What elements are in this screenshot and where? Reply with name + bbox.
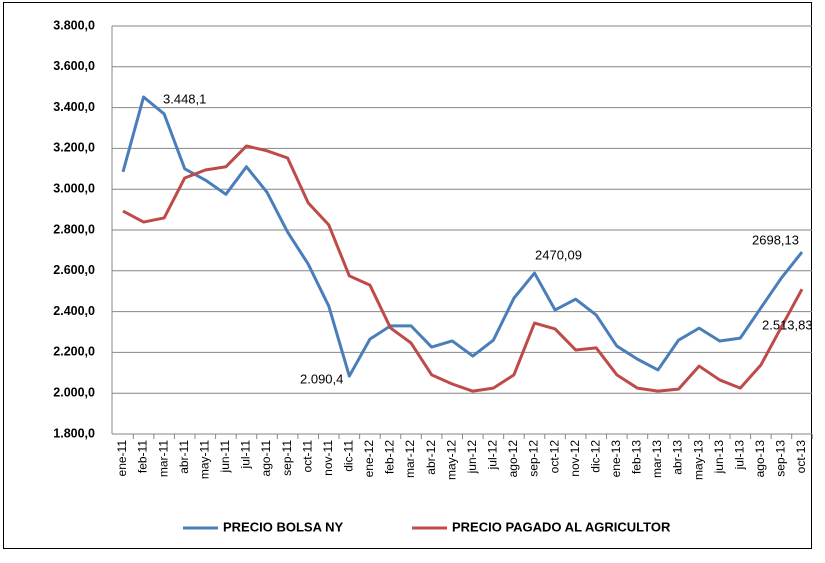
x-tick-label: nov-12 [568,440,582,477]
x-tick-label: may-13 [691,440,705,480]
x-tick-label: feb-11 [136,440,150,473]
y-tick-label: 2.800,0 [53,222,95,236]
series-line [122,144,804,393]
y-tick-label: 2.000,0 [53,385,95,399]
annotation: 3.448,1 [163,91,206,106]
annotation: 2.513,83 [762,317,813,332]
y-tick-label: 2.600,0 [53,263,95,277]
x-tick-label: abr-12 [424,440,438,475]
x-tick-label: ene-11 [115,440,129,477]
x-tick-label: jul-13 [732,440,746,471]
x-tick-label: abr-13 [671,440,685,475]
x-tick-label: ene-13 [609,440,623,478]
legend-label: PRECIO BOLSA NY [223,519,343,534]
x-tick-label: mar-13 [650,440,664,478]
y-tick-label: 3.000,0 [53,181,95,195]
x-tick-label: jun-12 [465,440,479,475]
x-tick-label: jul-12 [486,440,500,471]
x-tick-label: oct-13 [794,440,808,474]
x-tick-label: ago-13 [753,440,767,478]
x-tick-label: ago-11 [259,440,273,477]
y-tick-label: 2.400,0 [53,304,95,318]
x-tick-label: sep-11 [280,440,294,476]
x-tick-label: nov-11 [321,440,335,476]
y-tick-label: 3.400,0 [53,100,95,114]
x-tick-label: ago-12 [506,440,520,478]
series-line [121,95,804,378]
annotation: 2698,13 [752,232,799,247]
legend-label: PRECIO PAGADO AL AGRICULTOR [452,519,671,534]
x-tick-label: feb-12 [383,440,397,474]
x-tick-label: dic-12 [588,440,602,473]
x-tick-label: abr-11 [177,440,191,474]
x-tick-label: may-12 [444,440,458,480]
x-tick-label: jul-11 [239,440,253,470]
annotation: 2.090,4 [300,371,343,386]
x-tick-label: sep-13 [774,440,788,477]
annotation: 2470,09 [535,247,582,262]
x-tick-label: jun-13 [712,440,726,475]
x-tick-label: may-11 [197,440,211,479]
y-tick-label: 3.800,0 [53,18,95,32]
x-tick-label: feb-13 [630,440,644,474]
x-tick-label: mar-12 [403,440,417,478]
x-tick-label: mar-11 [156,440,170,477]
y-tick-label: 2.200,0 [53,345,95,359]
chart-frame [3,2,812,549]
x-tick-label: sep-12 [527,440,541,477]
y-tick-label: 1.800,0 [53,426,95,440]
x-tick-label: ene-12 [362,440,376,478]
x-tick-label: oct-11 [300,440,314,473]
x-tick-label: oct-12 [547,440,561,474]
y-tick-label: 3.600,0 [53,59,95,73]
x-tick-label: jun-11 [218,440,232,474]
x-tick-label: dic-11 [342,440,356,472]
y-tick-label: 3.200,0 [53,141,95,155]
